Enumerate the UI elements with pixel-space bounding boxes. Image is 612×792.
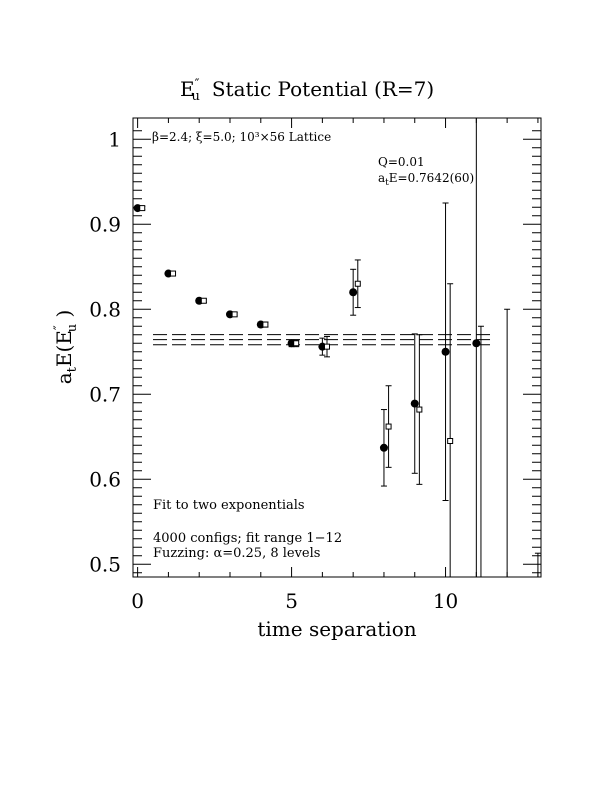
marker [447, 438, 454, 444]
x-tick-label: 5 [285, 589, 298, 613]
square-data-point [323, 335, 330, 358]
square-data-point [416, 334, 423, 485]
circle-data-point [472, 118, 481, 577]
square-data-point [139, 205, 146, 212]
axis-tick-labels: 0.50.60.70.80.910 5 10 [89, 127, 458, 613]
circle-data-point [379, 409, 388, 487]
lattice-annotation: β=2.4; ξ=5.0; 10³×56 Lattice [152, 130, 331, 144]
square-data-point [385, 385, 392, 468]
square-data-point [231, 311, 238, 318]
marker [354, 280, 361, 287]
energy-annotation: atE=0.7642(60) [378, 171, 474, 188]
marker [323, 343, 330, 350]
square-data-point [262, 321, 269, 328]
q-annotation: Q=0.01 [378, 155, 425, 169]
y-tick-label: 0.7 [89, 382, 121, 406]
x-axis-label: time separation [257, 617, 416, 641]
y-tick-label: 0.9 [89, 212, 121, 236]
square-data-point [447, 283, 454, 577]
y-tick-label: 0.5 [89, 552, 121, 576]
y-axis-label: atE(E″u ) [52, 310, 80, 385]
y-tick-label: 0.6 [89, 467, 121, 491]
marker [410, 399, 419, 408]
circle-data-point [410, 333, 419, 474]
marker [441, 347, 450, 356]
fuzzing-annotation: Fuzzing: α=0.25, 8 levels [153, 546, 320, 561]
marker [385, 423, 392, 430]
square-data-point [504, 308, 511, 577]
marker [170, 270, 177, 277]
axis-ticks [133, 118, 541, 577]
fit-description: Fit to two exponentials [153, 498, 305, 513]
plot-frame [132, 117, 542, 578]
marker [293, 340, 300, 347]
square-data-point [293, 339, 300, 348]
y-tick-label: 0.8 [89, 297, 121, 321]
circle-data-point [349, 268, 358, 316]
marker [231, 311, 238, 318]
marker [262, 321, 269, 328]
circle-data-point [441, 202, 450, 501]
marker [379, 443, 388, 452]
marker [416, 406, 423, 413]
marker [139, 205, 146, 212]
data-points [133, 118, 541, 577]
chart-title: E″ u Static Potential (R=7) [180, 77, 434, 104]
square-data-point [200, 297, 207, 304]
x-tick-label: 10 [433, 589, 458, 613]
configs-annotation: 4000 configs; fit range 1−12 [153, 531, 342, 546]
marker [200, 297, 207, 304]
marker [349, 288, 358, 297]
y-tick-label: 1 [108, 127, 121, 151]
square-data-point [170, 270, 177, 277]
square-data-point [477, 325, 484, 577]
square-data-point [354, 259, 361, 309]
square-data-point [534, 552, 541, 577]
x-tick-label: 0 [131, 589, 144, 613]
marker [472, 339, 481, 348]
